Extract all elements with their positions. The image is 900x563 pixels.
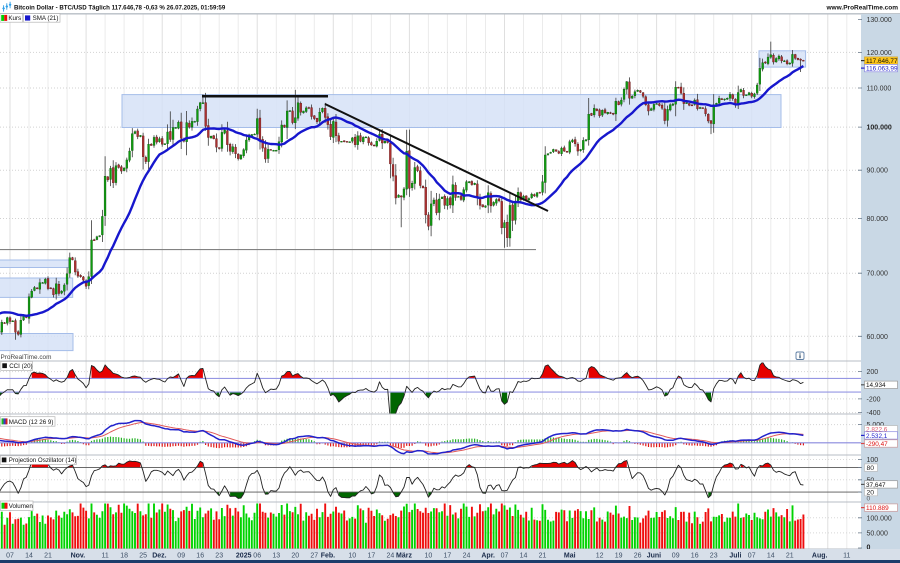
svg-text:ProRealTime.com: ProRealTime.com [1,354,52,361]
svg-text:Kurs: Kurs [8,15,21,22]
svg-text:CCI (20): CCI (20) [9,363,32,370]
svg-text:14: 14 [767,553,775,560]
svg-text:20: 20 [291,553,299,560]
svg-text:Juni: Juni [647,553,661,560]
svg-text:24: 24 [463,553,471,560]
svg-text:100.000: 100.000 [867,515,892,522]
svg-text:19: 19 [615,553,623,560]
svg-text:21: 21 [539,553,547,560]
svg-text:12: 12 [596,553,604,560]
svg-text:09: 09 [177,553,185,560]
svg-text:07: 07 [501,553,509,560]
svg-text:März: März [396,553,412,560]
svg-text:Mai: Mai [564,553,576,560]
svg-text:11: 11 [101,553,108,560]
svg-text:16: 16 [691,553,699,560]
svg-text:110.889: 110.889 [866,505,889,512]
svg-text:-400: -400 [867,410,881,417]
svg-text:Nov.: Nov. [71,553,86,560]
svg-text:www.ProRealTime.com: www.ProRealTime.com [825,4,898,11]
svg-text:120.000: 120.000 [867,50,892,57]
svg-text:Projection Oszillator (14): Projection Oszillator (14) [9,457,77,464]
svg-text:17: 17 [444,553,452,560]
svg-text:116.063,99: 116.063,99 [866,66,898,73]
svg-text:21: 21 [44,553,52,560]
svg-text:09: 09 [672,553,680,560]
svg-text:117.646,77: 117.646,77 [866,58,898,65]
svg-text:50.000: 50.000 [867,530,889,537]
svg-text:10: 10 [425,553,433,560]
svg-text:20: 20 [867,490,875,497]
svg-text:Volumen: Volumen [9,503,34,510]
svg-text:-290,47: -290,47 [866,441,888,448]
svg-text:07: 07 [748,553,756,560]
svg-text:70.000: 70.000 [867,271,889,278]
svg-text:200: 200 [867,369,879,376]
svg-text:2.822,6: 2.822,6 [866,427,888,434]
svg-text:80: 80 [867,465,875,472]
svg-text:Bitcoin Dollar - BTC/USD Tägli: Bitcoin Dollar - BTC/USD Täglich 117.646… [14,4,226,11]
svg-text:2.532,1: 2.532,1 [866,433,888,440]
svg-text:18: 18 [120,553,128,560]
svg-text:110.000: 110.000 [867,86,892,93]
svg-text:16: 16 [196,553,204,560]
svg-text:11: 11 [843,553,850,560]
svg-text:Juli: Juli [729,553,741,560]
svg-text:MACD (12 26 9): MACD (12 26 9) [9,419,54,426]
svg-text:100.000: 100.000 [867,125,892,132]
svg-text:90.000: 90.000 [867,168,889,175]
svg-text:10: 10 [348,553,356,560]
svg-text:130.000: 130.000 [867,17,892,24]
svg-text:Feb.: Feb. [321,553,335,560]
svg-text:0: 0 [867,544,871,551]
svg-text:26: 26 [634,553,642,560]
svg-text:13: 13 [272,553,280,560]
svg-text:60.000: 60.000 [867,334,889,341]
svg-text:06: 06 [253,553,261,560]
svg-text:-200: -200 [867,396,881,403]
svg-text:2025: 2025 [236,553,252,560]
svg-text:100: 100 [867,457,879,464]
svg-text:21: 21 [786,553,794,560]
svg-text:Aug.: Aug. [812,553,828,560]
svg-text:80.000: 80.000 [867,216,889,223]
svg-text:07: 07 [6,553,14,560]
svg-text:SMA (21): SMA (21) [33,15,59,22]
svg-text:23: 23 [710,553,718,560]
svg-text:Apr.: Apr. [481,553,495,560]
svg-text:17: 17 [368,553,376,560]
svg-text:25: 25 [139,553,147,560]
svg-text:24: 24 [387,553,395,560]
svg-text:14,934: 14,934 [866,382,886,389]
svg-text:0: 0 [867,496,871,503]
svg-text:14: 14 [520,553,528,560]
svg-text:23: 23 [215,553,223,560]
svg-text:14: 14 [25,553,33,560]
svg-text:37,647: 37,647 [866,482,886,489]
svg-text:27: 27 [310,553,318,560]
svg-text:Dez.: Dez. [152,553,166,560]
